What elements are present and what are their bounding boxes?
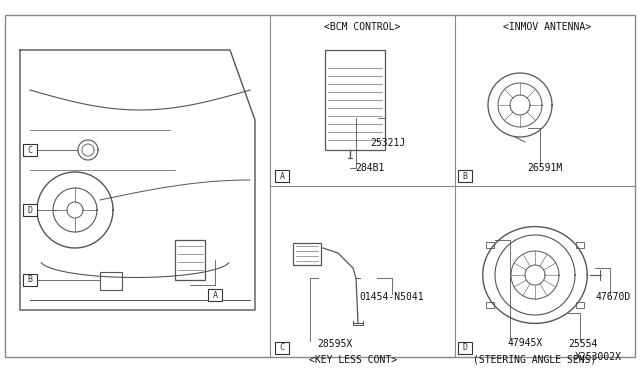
Text: D: D — [463, 343, 467, 353]
Bar — [486, 302, 495, 308]
Text: 01454-N5041: 01454-N5041 — [360, 292, 424, 302]
Text: 25554: 25554 — [568, 339, 598, 349]
Bar — [575, 242, 584, 248]
Text: C: C — [280, 343, 285, 353]
Text: A: A — [212, 291, 218, 299]
Text: B: B — [28, 276, 33, 285]
Bar — [293, 243, 321, 265]
Bar — [458, 170, 472, 182]
Bar — [458, 342, 472, 354]
Bar — [275, 170, 289, 182]
Text: <INMOV ANTENNA>: <INMOV ANTENNA> — [503, 22, 591, 32]
Bar — [486, 242, 495, 248]
Text: <KEY LESS CONT>: <KEY LESS CONT> — [309, 355, 397, 365]
Bar — [208, 289, 222, 301]
Bar — [23, 144, 37, 156]
Text: 25321J: 25321J — [371, 138, 406, 148]
Text: (STEERING ANGLE SENS): (STEERING ANGLE SENS) — [474, 355, 596, 365]
Text: C: C — [28, 145, 33, 154]
Text: B: B — [463, 171, 467, 180]
Text: 47670D: 47670D — [595, 292, 630, 302]
Bar — [575, 302, 584, 308]
Text: 26591M: 26591M — [527, 163, 563, 173]
Text: <BCM CONTROL>: <BCM CONTROL> — [324, 22, 400, 32]
Bar — [325, 50, 385, 150]
Bar — [23, 204, 37, 216]
Text: 28595X: 28595X — [317, 339, 353, 349]
Bar — [275, 342, 289, 354]
Bar — [100, 272, 122, 290]
Bar — [23, 274, 37, 286]
Text: 47945X: 47945X — [508, 338, 543, 348]
Text: D: D — [28, 205, 33, 215]
Bar — [175, 240, 205, 280]
Text: X253002X: X253002X — [575, 352, 621, 362]
Text: 284B1: 284B1 — [355, 163, 385, 173]
Text: A: A — [280, 171, 285, 180]
